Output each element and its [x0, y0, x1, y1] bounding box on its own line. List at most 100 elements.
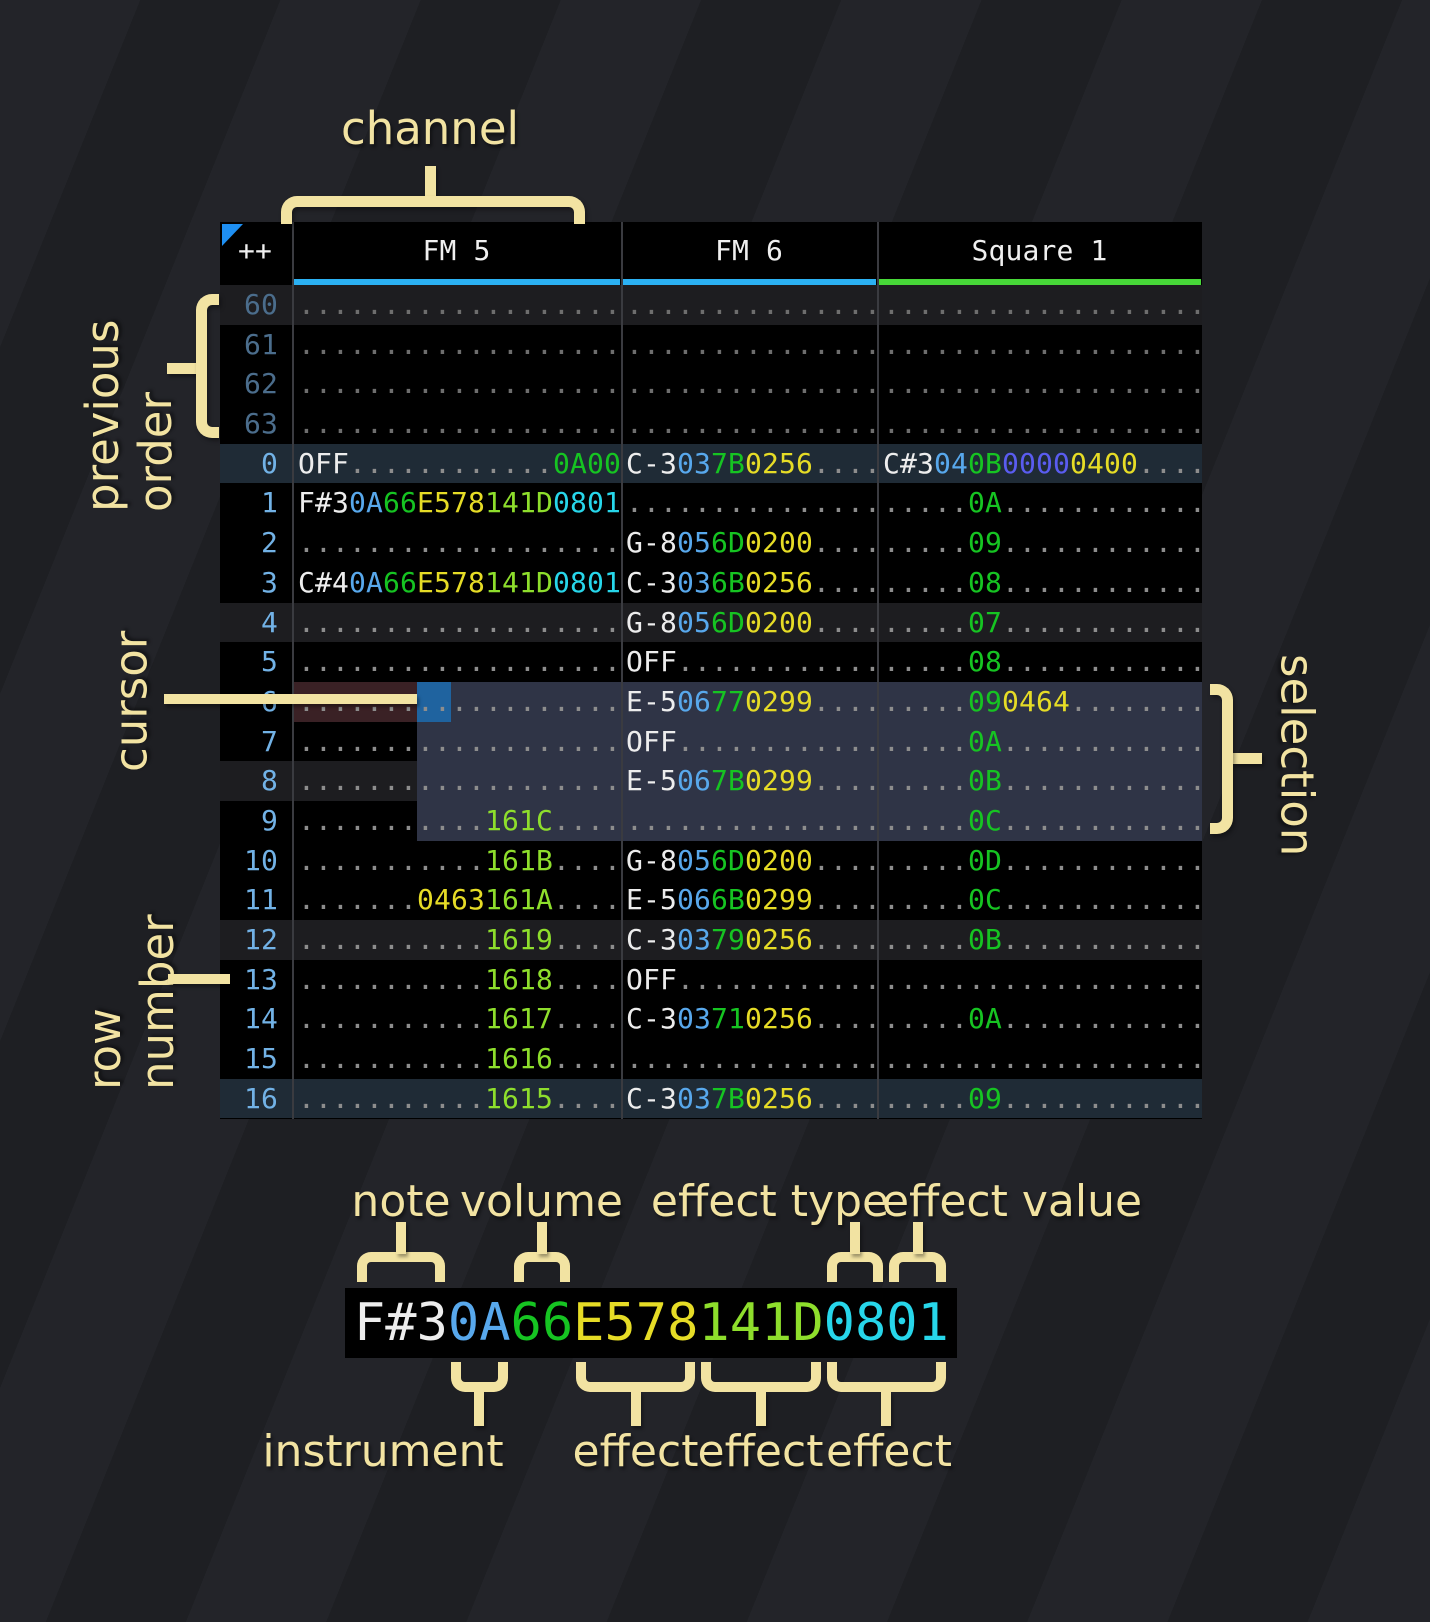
pattern-cell[interactable]: ................... [298, 288, 621, 321]
pattern-cell[interactable]: ................... [298, 764, 621, 798]
pattern-cell[interactable]: ...........161C.... [298, 803, 621, 837]
pattern-cell[interactable]: G-8056D0200.... [626, 526, 877, 560]
channel-header-fm-6[interactable]: FM 6 [715, 234, 783, 267]
pattern-cell[interactable]: ................... [298, 407, 621, 441]
pattern-cell[interactable]: ................... [883, 327, 1202, 361]
pattern-cell[interactable]: .....0A............ [883, 486, 1202, 520]
selection-highlight [417, 682, 1202, 841]
pattern-cell[interactable]: OFF............ [626, 962, 877, 996]
pattern-editor: ++ FM 5 FM 6 Square 1 60..................… [220, 222, 1202, 1119]
pattern-cell[interactable]: ................... [298, 367, 621, 401]
pattern-cell[interactable]: .....0B............ [883, 764, 1202, 798]
pattern-cell[interactable]: E-506770299.... [626, 684, 877, 718]
pattern-cell[interactable]: ............... [626, 1042, 877, 1076]
detail-stem-instrument-0 [474, 1392, 484, 1426]
pattern-row: 9 ...........161C........................… [220, 801, 1202, 841]
pattern-cell[interactable]: C-303710256.... [626, 1002, 877, 1036]
pattern-cell[interactable]: ...........1617.... [298, 1002, 621, 1036]
pattern-cell[interactable]: F#30A66E578141D0801 [298, 486, 621, 520]
pattern-cell[interactable]: ...........1616.... [298, 1042, 621, 1076]
pattern-cell[interactable]: ................... [883, 1042, 1202, 1076]
pattern-cell[interactable]: ............... [626, 486, 877, 520]
pattern-cell[interactable]: ................... [298, 526, 621, 560]
pattern-cell[interactable]: ................... [883, 367, 1202, 401]
pattern-cell[interactable]: ............... [626, 407, 877, 441]
row-number: 11 [244, 883, 278, 917]
pattern-cell[interactable]: ...........1618.... [298, 962, 621, 996]
pattern-cell[interactable]: C#40A66E578141D0801 [298, 565, 621, 599]
pattern-cell[interactable]: ...........161B.... [298, 843, 621, 877]
pattern-cell[interactable]: C#3040B00000400.... [883, 446, 1202, 480]
pattern-cell[interactable]: G-8056D0200.... [626, 843, 877, 877]
pattern-cell[interactable]: ...........1619.... [298, 923, 621, 956]
order-header-label: ++ [238, 234, 272, 267]
row-number: 61 [244, 327, 278, 361]
pattern-cell[interactable]: ................... [298, 605, 621, 639]
detail-stem-note [396, 1222, 406, 1254]
row-number-pointer-line [168, 974, 230, 984]
pattern-cell[interactable]: .....0D............ [883, 843, 1202, 877]
pattern-cell[interactable]: .....0A............ [883, 724, 1202, 758]
row-number: 1 [261, 486, 278, 520]
detail-bracket-note [357, 1252, 445, 1282]
pattern-cell[interactable]: C-303790256.... [626, 923, 877, 956]
pattern-cell[interactable]: .....0C............ [883, 803, 1202, 837]
pattern-cell[interactable]: E-5067B0299.... [626, 764, 877, 798]
pattern-cell[interactable]: ................... [883, 962, 1202, 996]
pattern-row: 10 ...........161B.... G-8056D0200........… [220, 841, 1202, 881]
detail-stem-effect-3 [880, 1392, 891, 1426]
pattern-cell[interactable]: OFF............0A00 [298, 446, 621, 480]
pattern-cell[interactable]: .....0B............ [883, 923, 1202, 956]
pattern-cell[interactable]: ................... [883, 407, 1202, 441]
pattern-cell[interactable]: .....0C............ [883, 883, 1202, 917]
channel-header-fm-5[interactable]: FM 5 [422, 234, 491, 267]
pattern-cell[interactable]: ................... [883, 288, 1202, 321]
pattern-cell[interactable]: .....09............ [883, 526, 1202, 560]
column-divider [292, 222, 294, 1119]
pattern-cell[interactable]: G-8056D0200.... [626, 605, 877, 639]
pattern-cell[interactable]: .....0A............ [883, 1002, 1202, 1036]
pattern-cell[interactable]: E-5066B0299.... [626, 883, 877, 917]
pattern-row: 11 .......0463161A.... E-5066B0299........… [220, 880, 1202, 920]
detail-label-note: note [351, 1176, 451, 1227]
pattern-row: 1 F#30A66E578141D0801....................… [220, 483, 1202, 523]
pattern-cell[interactable]: OFF............ [626, 724, 877, 758]
pattern-cell[interactable]: ................... [298, 327, 621, 361]
detail-stem-effect-2 [755, 1392, 766, 1426]
pattern-cell[interactable]: ............... [626, 367, 877, 401]
pattern-cell[interactable]: ............... [626, 803, 877, 837]
detail-bracket-effect-2 [701, 1362, 821, 1392]
pattern-row: 63......................................… [220, 404, 1202, 444]
detail-label-volume: volume [459, 1176, 624, 1227]
row-number: 3 [261, 565, 278, 599]
pattern-cell[interactable]: C-3037B0256.... [626, 446, 877, 480]
pattern-cell[interactable]: .....08............ [883, 565, 1202, 599]
pattern-cell[interactable]: C-3037B0256.... [626, 1081, 877, 1115]
pattern-cell[interactable]: ............... [626, 288, 877, 321]
annotation-selection: selection [1270, 653, 1324, 857]
pattern-row: 15 ...........1616.......................… [220, 1039, 1202, 1079]
annotation-cursor: cursor [104, 630, 158, 772]
pattern-cell[interactable]: ............... [626, 327, 877, 361]
channel-header-square-1[interactable]: Square 1 [971, 234, 1108, 267]
pattern-cell[interactable]: .....090464........ [883, 684, 1202, 718]
row-number: 5 [261, 645, 278, 679]
channel-bracket [281, 196, 585, 224]
annotation-previous-order: previous order [76, 319, 182, 512]
order-header-cell[interactable]: ++ [220, 222, 292, 279]
pattern-cell[interactable]: ...........1615.... [298, 1081, 621, 1115]
pattern-cell[interactable]: .....08............ [883, 645, 1202, 679]
pattern-cell[interactable]: C-3036B0256.... [626, 565, 877, 599]
row-number: 13 [244, 962, 278, 996]
pattern-cell[interactable]: .....09............ [883, 1081, 1202, 1115]
pattern-cell[interactable]: ................... [298, 645, 621, 679]
row-number: 12 [244, 923, 278, 956]
pattern-cell[interactable]: .......0463161A.... [298, 883, 621, 917]
pattern-row: 14 ...........1617.... C-303710256........… [220, 999, 1202, 1039]
fold-triangle-icon [222, 224, 243, 246]
pattern-cell[interactable]: .....07............ [883, 605, 1202, 639]
detail-stem-effect-type [849, 1222, 860, 1254]
row-number: 4 [261, 605, 278, 639]
pattern-cell[interactable]: ................... [298, 724, 621, 758]
pattern-cell[interactable]: OFF............ [626, 645, 877, 679]
